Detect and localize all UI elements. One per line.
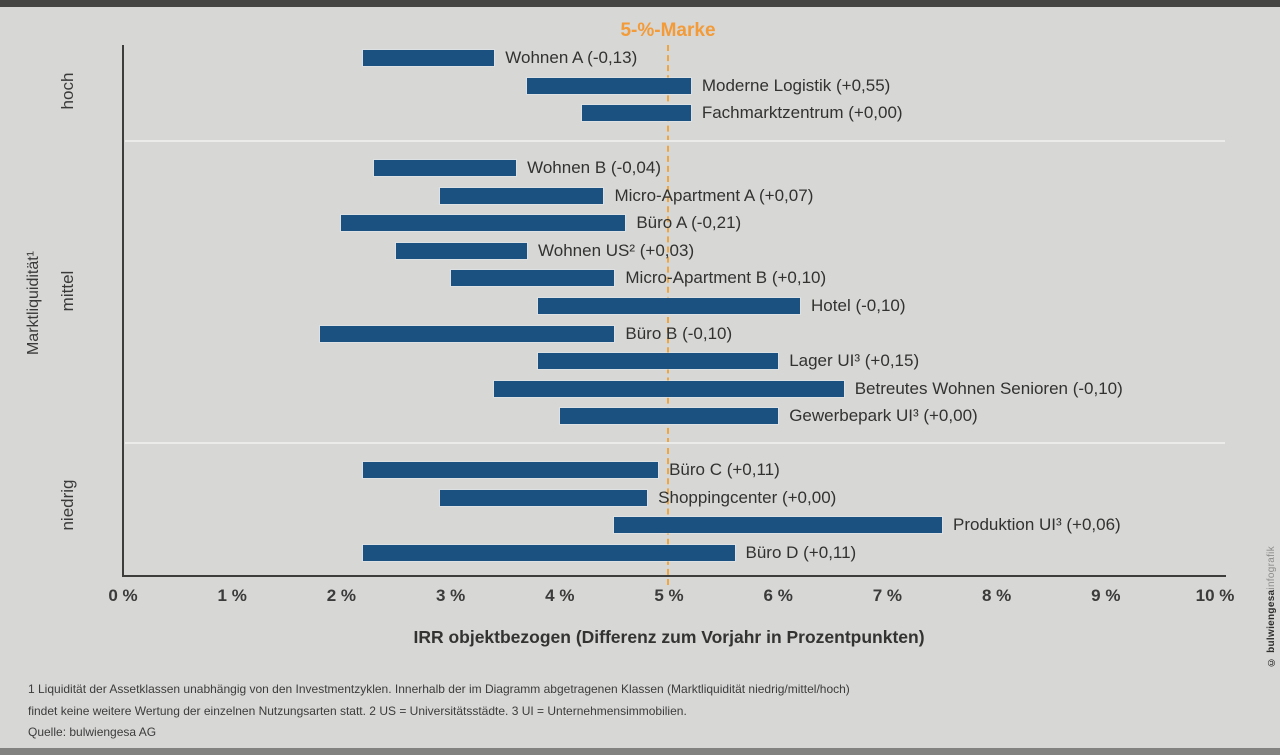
bottom-border-strip	[0, 748, 1280, 755]
x-tick-label: 10 %	[1195, 586, 1235, 605]
x-axis-title: IRR objektbezogen (Differenz zum Vorjahr…	[413, 627, 925, 647]
x-tick-label: 7 %	[872, 586, 903, 605]
bar-label: Shoppingcenter (+0,00)	[658, 487, 837, 507]
bar-label: Büro B (-0,10)	[625, 323, 733, 343]
x-axis-line	[122, 575, 1226, 577]
range-bar	[537, 353, 779, 370]
liquidity-category-hoch: hoch	[58, 72, 77, 110]
five-percent-mark-label: 5-%-Marke	[620, 20, 716, 41]
range-bar	[363, 50, 495, 66]
bar-label: Büro C (+0,11)	[669, 460, 780, 479]
range-bar	[439, 489, 648, 506]
bar-label: Gewerbepark UI³ (+0,00)	[789, 406, 978, 426]
liquidity-category-niedrig: niedrig	[58, 479, 77, 531]
bar-label: Betreutes Wohnen Senioren (-0,10)	[854, 378, 1123, 398]
range-bar	[439, 187, 604, 204]
x-tick-label: 5 %	[654, 586, 684, 605]
section-divider-mittel-niedrig	[125, 442, 1225, 444]
range-bar	[537, 298, 801, 314]
footnote-line-2: findet keine weitere Wertung der einzeln…	[28, 704, 687, 718]
range-bar	[450, 270, 615, 287]
range-bar	[319, 325, 615, 342]
range-bar	[363, 462, 659, 478]
bar-label: Produktion UI³ (+0,06)	[953, 515, 1121, 535]
bar-label: Wohnen B (-0,04)	[527, 158, 661, 177]
bar-label: Lager UI³ (+0,15)	[789, 351, 920, 371]
range-bar	[341, 215, 626, 232]
bar-label: Hotel (-0,10)	[811, 296, 906, 315]
bar-label: Micro-Apartment A (+0,07)	[614, 185, 814, 205]
x-tick-label: 4 %	[545, 586, 575, 605]
credit-suffix: infografik	[1266, 545, 1277, 590]
bar-label: Fachmarktzentrum (+0,00)	[701, 103, 903, 123]
x-tick-label: 0 %	[108, 586, 138, 605]
y-axis-line	[122, 45, 124, 576]
x-tick-label: 8 %	[981, 586, 1012, 605]
range-bar	[527, 77, 691, 94]
liquidity-category-mittel: mittel	[58, 270, 77, 312]
credit-vertical-text: © bulwiengesainfografik	[1266, 546, 1277, 667]
bar-label: Büro D (+0,11)	[745, 542, 857, 562]
range-bar	[494, 380, 844, 397]
x-tick-label: 3 %	[435, 586, 466, 605]
range-bar	[581, 105, 691, 122]
range-bar	[559, 408, 779, 425]
range-bar	[363, 544, 735, 561]
bar-label: Micro-Apartment B (+0,10)	[625, 268, 827, 288]
x-tick-label: 6 %	[763, 586, 793, 605]
top-border-strip	[0, 0, 1280, 7]
x-tick-label: 1 %	[217, 586, 247, 605]
x-tick-label: 9 %	[1091, 586, 1121, 605]
range-bar	[614, 517, 942, 534]
bar-label: Wohnen US² (+0,03)	[538, 240, 695, 260]
bar-label: Büro A (-0,21)	[636, 213, 742, 233]
footnote-line-1: 1 Liquidität der Assetklassen unabhängig…	[28, 682, 850, 696]
x-tick-label: 2 %	[326, 586, 357, 605]
range-bar	[374, 160, 517, 176]
y-axis-title: Marktliquidität¹	[25, 250, 42, 356]
source-line: Quelle: bulwiengesa AG	[28, 725, 157, 739]
five-percent-reference-line	[667, 45, 669, 585]
bar-label: Moderne Logistik (+0,55)	[701, 75, 891, 95]
section-divider-hoch-mittel	[125, 140, 1225, 142]
bar-label: Wohnen A (-0,13)	[505, 48, 638, 67]
range-bar	[396, 242, 528, 259]
credit-copyright: © bulwiengesa	[1266, 589, 1277, 667]
